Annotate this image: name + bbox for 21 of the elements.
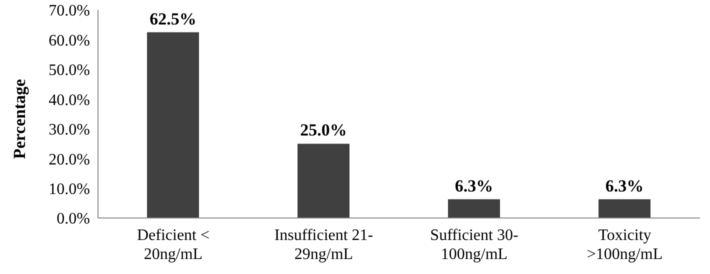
y-tick-label: 10.0% [48, 180, 90, 198]
y-tick-label: 60.0% [48, 32, 90, 50]
y-tick-label: 40.0% [48, 92, 90, 109]
y-axis-title: Percentage [10, 78, 30, 159]
x-tick-label: Insufficient 21- 29ng/mL [274, 227, 374, 263]
y-tick-label: 70.0% [48, 2, 90, 20]
data-label: 25.0% [300, 120, 347, 140]
data-label: 62.5% [150, 9, 196, 28]
x-tick-label: Deficient < 20ng/mL [136, 227, 210, 263]
y-tick-label: 30.0% [48, 122, 90, 139]
data-label: 6.3% [605, 176, 644, 196]
x-tick-label: Toxicity >100ng/mL [586, 227, 663, 263]
bar [448, 199, 500, 218]
bar [598, 199, 650, 218]
x-tick-label: Sufficient 30- 100ng/mL [430, 227, 518, 263]
bar [147, 32, 199, 218]
bar [298, 144, 350, 218]
y-tick-label: 20.0% [48, 151, 90, 168]
y-tick-label: 50.0% [48, 62, 90, 80]
data-label: 6.3% [454, 176, 494, 196]
y-tick-label: 0.0% [56, 210, 90, 228]
